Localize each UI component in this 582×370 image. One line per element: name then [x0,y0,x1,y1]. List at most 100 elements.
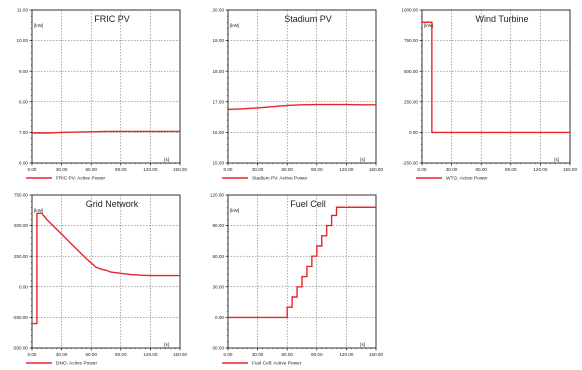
chart-fuel-cell: 0.00 30.00 60.00 90.00 120.00 150.00 -30.00 0.0… [196,185,388,370]
y-tick-label: 15.00 [213,161,225,166]
legend-label: Stadium PV: Active Power [252,176,308,182]
x-unit-label: [s] [554,157,559,162]
x-tick-label: 120.00 [339,352,353,357]
x-tick-label: 60.00 [85,167,97,172]
x-tick-label: 90.00 [311,352,323,357]
y-tick-label: 90.00 [213,223,225,228]
chart-fric-pv: 0.00 30.00 60.00 90.00 120.00 150.00 6.00 7.00 8… [0,0,192,185]
x-tick-label: 90.00 [115,167,127,172]
chart-stadium-pv: 0.00 30.00 60.00 90.00 120.00 150.00 15.00 16.0… [196,0,388,185]
x-tick-label: 60.00 [281,167,293,172]
x-tick-label: 120.00 [143,352,157,357]
series-line [32,212,180,325]
chart-grid-network: 0.00 30.00 60.00 90.00 120.00 150.00 -500.00 -2… [0,185,192,370]
chart-svg: 0.00 30.00 60.00 90.00 120.00 150.00-250.000.… [401,8,577,182]
series-line [228,206,376,319]
x-tick-label: 60.00 [281,352,293,357]
chart-title: Stadium PV [284,14,332,24]
x-tick-label: 0.00 [28,352,37,357]
chart-svg: 0.00 30.00 60.00 90.00 120.00 150.00 -500.00 -2… [12,193,187,367]
y-tick-label: 6.00 [19,161,28,166]
chart-title: Wind Turbine [475,14,528,24]
legend-label: FRIC PV: Active Power [56,176,106,182]
plot-area [31,194,181,349]
y-tick-label: 750.00 [14,193,28,198]
y-tick-label: 17.00 [213,99,225,104]
y-unit-label: [kW] [34,208,43,213]
y-tick-label: 19.00 [213,38,225,43]
plot-area [227,194,377,349]
y-tick-label: -30.00 [211,346,224,351]
legend-label: Fuel Cell: Active Power [252,361,302,367]
x-tick-label: 120.00 [533,167,547,172]
y-tick-label: 0.00 [409,130,418,135]
plot-area [421,9,571,164]
x-unit-label: [s] [360,342,365,347]
y-tick-label: 500.00 [404,69,418,74]
y-tick-label: 750.00 [404,38,418,43]
x-tick-label: 150.00 [173,352,187,357]
x-tick-label: 0.00 [418,167,427,172]
plot-area [227,9,377,164]
x-tick-label: 150.00 [563,167,577,172]
x-tick-label: 60.00 [475,167,487,172]
x-tick-label: 0.00 [224,167,233,172]
y-tick-label: 16.00 [213,130,225,135]
legend-label: DNO: Active Power [56,361,97,367]
chart-svg: 0.00 30.00 60.00 90.00 120.00 150.00-30.000.0… [210,193,384,367]
y-tick-label: 8.00 [19,99,28,104]
x-tick-label: 0.00 [28,167,37,172]
chart-wind-turbine: 0.00 30.00 60.00 90.00 120.00 150.00 -250.00 0.… [390,0,582,185]
y-tick-label: 0.00 [215,315,224,320]
y-tick-label: 30.00 [213,284,225,289]
y-tick-label: 20.00 [213,8,225,13]
y-tick-label: 250.00 [14,254,28,259]
chart-title: FRIC PV [94,14,130,24]
chart-title: Fuel Cell [290,199,326,209]
y-tick-label: -500.00 [12,346,28,351]
y-tick-label: 18.00 [213,69,225,74]
x-tick-label: 120.00 [143,167,157,172]
x-tick-label: 30.00 [252,352,264,357]
series-line [227,103,376,111]
y-tick-label: -250.00 [402,161,418,166]
y-tick-label: 0.00 [19,284,28,289]
x-tick-label: 90.00 [311,167,323,172]
y-tick-label: 1000.00 [401,8,418,13]
x-tick-label: 60.00 [85,352,97,357]
x-tick-label: 0.00 [224,352,233,357]
x-tick-label: 30.00 [56,352,68,357]
x-tick-label: 150.00 [173,167,187,172]
y-tick-label: 250.00 [404,99,418,104]
x-unit-label: [s] [164,342,169,347]
chart-svg: 0.00 30.00 60.00 90.00 120.00 150.00 6.00 7.00 8… [17,8,188,182]
plot-area [31,9,181,164]
y-tick-label: 11.00 [17,8,29,13]
y-unit-label: [kW] [424,23,433,28]
x-tick-label: 30.00 [56,167,68,172]
y-tick-label: 60.00 [213,254,225,259]
y-unit-label: [kW] [230,23,239,28]
chart-svg: 0.00 30.00 60.00 90.00 120.00 150.00 15.00 16.0… [213,8,384,182]
y-unit-label: [kW] [230,208,239,213]
x-tick-label: 90.00 [115,352,127,357]
x-tick-label: 120.00 [339,167,353,172]
x-tick-label: 30.00 [446,167,458,172]
x-tick-label: 150.00 [369,167,383,172]
x-tick-label: 90.00 [505,167,517,172]
y-tick-label: 7.00 [19,130,28,135]
legend-label: WTG: Active Power [446,176,488,182]
y-tick-label: 10.00 [17,38,29,43]
x-tick-label: 150.00 [369,352,383,357]
x-tick-label: 30.00 [252,167,264,172]
y-tick-label: 120.00 [210,193,224,198]
y-tick-label: 9.00 [19,69,28,74]
series-line [422,21,570,134]
x-unit-label: [s] [360,157,365,162]
x-unit-label: [s] [164,157,169,162]
y-tick-label: -250.00 [12,315,28,320]
series-line [32,130,180,134]
y-unit-label: [kW] [34,23,43,28]
y-tick-label: 500.00 [14,223,28,228]
chart-title: Grid Network [86,199,139,209]
